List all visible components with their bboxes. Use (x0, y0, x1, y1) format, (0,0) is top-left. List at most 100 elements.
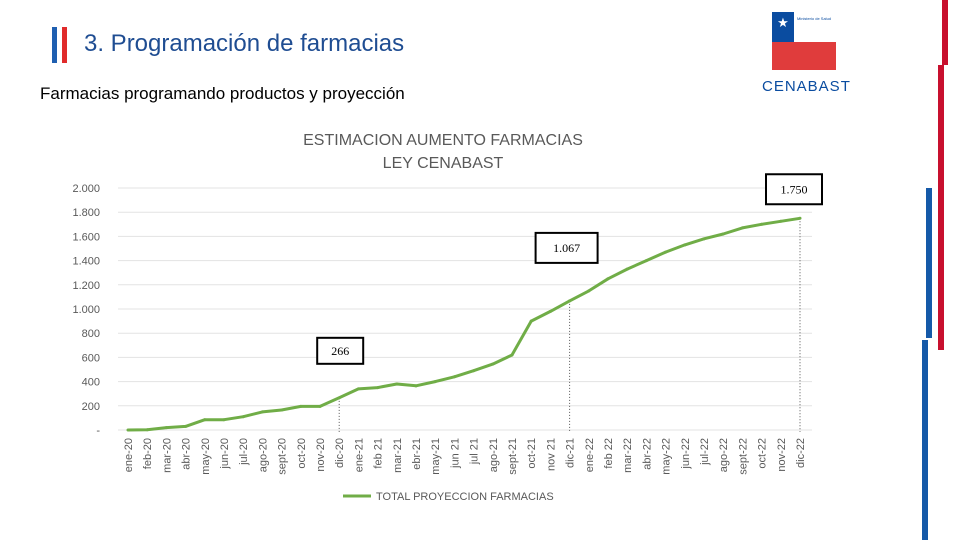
x-tick-label: abr-20 (181, 438, 193, 470)
data-point (184, 424, 188, 428)
x-tick-label: oct-22 (757, 438, 769, 469)
x-tick-label: jul-22 (699, 438, 711, 466)
annotation-label: 1.067 (553, 241, 580, 255)
x-tick-label: mar-21 (392, 438, 404, 473)
x-tick-label: dic-21 (565, 438, 577, 468)
x-tick-label: jun-22 (680, 438, 692, 470)
x-tick-label: ebr-21 (411, 438, 423, 470)
y-tick-label: 800 (82, 328, 100, 340)
x-tick-label: jul-20 (238, 438, 250, 466)
seal-red (772, 42, 836, 70)
data-point (683, 243, 687, 247)
data-point (337, 396, 341, 400)
x-tick-label: abr-22 (641, 438, 653, 470)
x-tick-label: may-21 (430, 438, 442, 475)
x-tick-label: sept-21 (507, 438, 519, 475)
side-stripe-blue-bottom (922, 340, 928, 540)
page-subtitle: Farmacias programando productos y proyec… (40, 84, 405, 103)
chart-title-line2: LEY CENABAST (383, 155, 504, 172)
data-point (395, 382, 399, 386)
chart-title-line1: ESTIMACION AUMENTO FARMACIAS (303, 132, 583, 149)
x-tick-label: jun-20 (219, 438, 231, 470)
series-line (127, 216, 801, 432)
x-tick-label: oct-21 (526, 438, 538, 469)
data-point (702, 237, 706, 241)
x-tick-label: feb 22 (603, 438, 615, 469)
x-tick-label: sept-20 (277, 438, 289, 475)
x-tick-label: may-22 (661, 438, 673, 475)
annotation-label: 266 (331, 344, 349, 358)
y-tick-label: 1.200 (72, 280, 100, 292)
logo-name: CENABAST (762, 78, 851, 95)
annotation-label: 1.750 (781, 182, 808, 196)
data-point (625, 267, 629, 271)
page-title: 3. Programación de farmacias (84, 30, 405, 57)
data-point (145, 428, 149, 432)
x-tick-label: dic-20 (334, 438, 346, 468)
x-tick-label: mar-22 (622, 438, 634, 473)
y-tick-label: 2.000 (72, 183, 100, 195)
data-point (472, 369, 476, 373)
x-tick-label: ago-20 (257, 438, 269, 472)
data-point (203, 418, 207, 422)
data-point (644, 259, 648, 263)
data-point (491, 362, 495, 366)
data-point (222, 418, 226, 422)
data-point (241, 415, 245, 419)
x-tick-label: dic-22 (795, 438, 807, 468)
x-tick-label: jul 21 (469, 438, 481, 465)
title-accent-red (62, 27, 67, 63)
data-point (568, 299, 572, 303)
data-point (452, 375, 456, 379)
x-tick-label: may-20 (200, 438, 212, 475)
side-stripe-red (938, 65, 944, 350)
x-tick-label: feb 21 (373, 438, 385, 469)
annotation-box (316, 336, 365, 365)
y-tick-label: 1.800 (72, 207, 100, 219)
cenabast-logo: ★ Ministerio de Salud CENABAST (758, 6, 851, 98)
data-point (510, 353, 514, 357)
data-point (760, 222, 764, 226)
y-tick-label: 1.000 (72, 304, 100, 316)
data-point (721, 232, 725, 236)
y-tick-label: 400 (82, 377, 100, 389)
x-tick-label: nov 21 (545, 438, 557, 471)
star-icon: ★ (777, 15, 789, 30)
y-tick-label: - (96, 425, 100, 437)
data-point (318, 404, 322, 408)
x-tick-label: feb-20 (142, 438, 154, 469)
data-point (164, 426, 168, 430)
x-tick-label: nov-20 (315, 438, 327, 472)
annotation-box (534, 231, 599, 264)
data-point (529, 319, 533, 323)
data-point (548, 309, 552, 313)
data-point (606, 277, 610, 281)
x-tick-label: jun 21 (449, 438, 461, 469)
data-point (376, 386, 380, 390)
y-tick-label: 600 (82, 352, 100, 364)
y-tick-label: 200 (82, 401, 100, 413)
data-point (299, 404, 303, 408)
gov-seal: ★ Ministerio de Salud (772, 12, 836, 70)
x-tick-label: ene-20 (123, 438, 135, 472)
x-tick-label: nov-22 (776, 438, 788, 472)
x-tick-label: sept-22 (737, 438, 749, 475)
x-tick-label: ene-22 (584, 438, 596, 472)
data-point (280, 408, 284, 412)
y-tick-label: 1.600 (72, 231, 100, 243)
data-point (740, 226, 744, 230)
x-tick-label: ene-21 (353, 438, 365, 472)
data-point (356, 387, 360, 391)
annotation-box (765, 173, 823, 206)
x-tick-label: mar-20 (161, 438, 173, 473)
data-point (587, 289, 591, 293)
data-point (126, 428, 130, 432)
seal-blue (772, 12, 794, 42)
side-stripe-blue (926, 188, 932, 338)
y-tick-label: 1.400 (72, 256, 100, 268)
title-accent-blue (52, 27, 57, 63)
x-tick-label: ago-22 (718, 438, 730, 472)
data-point (779, 219, 783, 223)
x-tick-label: ago-21 (488, 438, 500, 472)
